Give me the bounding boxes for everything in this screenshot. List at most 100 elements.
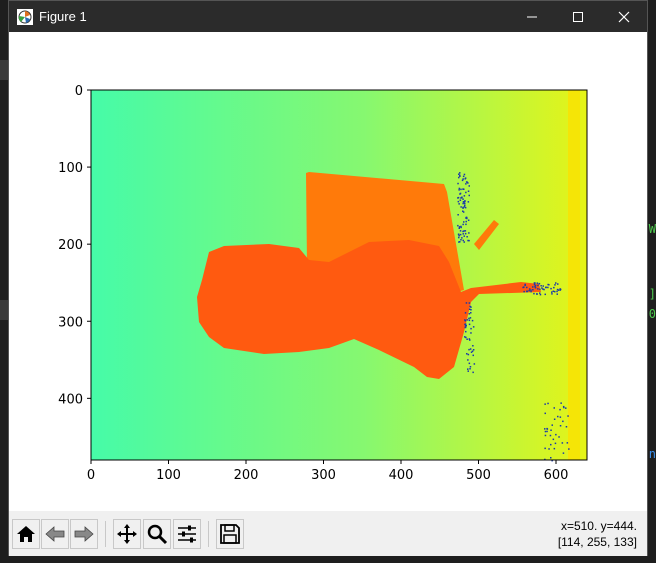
y-tick-label: 400 (58, 392, 83, 407)
noise-pixel (462, 210, 464, 212)
noise-pixel (552, 290, 555, 292)
noise-pixel (544, 447, 546, 450)
noise-pixel (461, 179, 464, 182)
noise-pixel (554, 290, 556, 293)
background-text: ] (648, 287, 656, 301)
noise-pixel (469, 348, 472, 350)
background-text: W (648, 222, 656, 236)
noise-pixel (463, 221, 465, 223)
noise-pixel (463, 241, 465, 243)
noise-pixel (467, 190, 470, 192)
close-button[interactable] (601, 1, 647, 32)
noise-pixel (457, 224, 459, 227)
noise-pixel (533, 283, 536, 286)
noise-pixel (464, 230, 467, 232)
noise-pixel (524, 283, 526, 286)
x-tick-label: 500 (466, 468, 491, 483)
noise-pixel (464, 336, 466, 338)
noise-pixel (458, 203, 460, 205)
noise-pixel (523, 290, 525, 293)
noise-pixel (526, 286, 528, 289)
noise-pixel (556, 288, 559, 291)
noise-pixel (555, 282, 557, 284)
noise-pixel (465, 183, 467, 185)
noise-pixel (546, 430, 548, 433)
forward-button[interactable] (70, 519, 98, 549)
noise-pixel (567, 415, 569, 417)
noise-pixel (542, 285, 544, 287)
noise-pixel (463, 201, 465, 203)
x-tick-label: 100 (156, 468, 181, 483)
noise-pixel (472, 354, 474, 357)
noise-pixel (468, 185, 470, 187)
noise-pixel (533, 292, 535, 295)
noise-pixel (543, 288, 545, 291)
background-text: n (648, 447, 656, 461)
noise-pixel (528, 289, 530, 292)
noise-pixel (464, 312, 467, 314)
noise-pixel (547, 286, 549, 289)
noise-pixel (465, 220, 467, 223)
title-bar[interactable]: Figure 1 (9, 1, 647, 32)
pan-button[interactable] (113, 519, 141, 549)
noise-pixel (472, 371, 474, 374)
noise-pixel (557, 283, 559, 285)
back-button[interactable] (41, 519, 69, 549)
noise-pixel (536, 293, 538, 295)
noise-pixel (464, 200, 466, 202)
noise-pixel (550, 429, 552, 431)
noise-pixel (544, 428, 546, 430)
noise-pixel (462, 233, 464, 235)
figure-canvas[interactable]: 0 100 200 300 400 500 600 0 100 200 300 400 (9, 32, 647, 511)
noise-pixel (470, 332, 472, 334)
maximize-button[interactable] (555, 1, 601, 32)
noise-pixel (545, 286, 547, 289)
noise-pixel (544, 434, 547, 437)
noise-pixel (458, 241, 460, 243)
noise-pixel (534, 284, 537, 287)
noise-pixel (534, 286, 536, 288)
arrow-right-icon (74, 526, 94, 542)
noise-pixel (463, 173, 466, 176)
noise-pixel (464, 204, 466, 207)
noise-pixel (464, 178, 466, 180)
noise-pixel (530, 290, 532, 293)
noise-pixel (559, 408, 561, 411)
noise-pixel (468, 323, 471, 326)
y-axis: 0 100 200 300 400 (58, 84, 91, 407)
minimize-button[interactable] (509, 1, 555, 32)
object-body (197, 240, 541, 379)
noise-pixel (560, 402, 562, 404)
noise-pixel (557, 415, 559, 418)
background-panel (0, 300, 8, 320)
noise-pixel (566, 442, 569, 444)
noise-pixel (551, 293, 553, 295)
noise-pixel (469, 339, 471, 341)
matplotlib-icon (17, 9, 33, 25)
noise-pixel (463, 235, 465, 237)
noise-pixel (552, 438, 555, 441)
configure-subplots-button[interactable] (173, 519, 201, 549)
noise-pixel (551, 291, 553, 293)
axes[interactable]: 0 100 200 300 400 500 600 0 100 200 300 400 (9, 32, 647, 511)
object-arm (474, 220, 499, 250)
noise-pixel (466, 236, 468, 238)
noise-pixel (466, 353, 468, 355)
noise-pixel (557, 289, 560, 291)
noise-pixel (468, 338, 471, 340)
noise-pixel (558, 436, 560, 438)
noise-pixel (465, 302, 468, 304)
noise-pixel (465, 216, 468, 219)
x-axis: 0 100 200 300 400 500 600 (87, 460, 568, 483)
noise-pixel (463, 206, 466, 208)
noise-pixel (462, 239, 464, 242)
noise-pixel (462, 211, 465, 213)
home-button[interactable] (12, 519, 40, 549)
noise-pixel (473, 363, 476, 365)
zoom-button[interactable] (143, 519, 171, 549)
save-button[interactable] (216, 519, 244, 549)
noise-pixel (568, 448, 570, 450)
noise-pixel (544, 412, 546, 415)
noise-pixel (468, 232, 470, 234)
figure-window: Figure 1 (8, 0, 648, 556)
